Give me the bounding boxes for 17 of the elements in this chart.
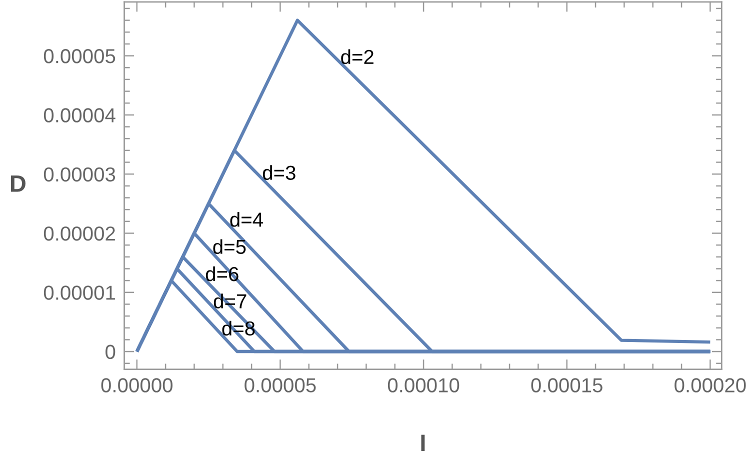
- x-tick-label: 0.00015: [531, 378, 602, 392]
- x-tick-label: 0.00005: [244, 378, 316, 392]
- y-axis-title: D: [10, 175, 26, 192]
- series-label: d=5: [213, 239, 246, 254]
- y-tick-label: 0: [106, 344, 116, 360]
- series-label: d=2: [341, 49, 374, 64]
- y-tick-label: 0.00001: [44, 286, 115, 300]
- y-tick-label: 0.00003: [44, 167, 116, 182]
- x-tick-label: 0.00010: [388, 378, 460, 392]
- x-tick-label: 0.00020: [674, 378, 746, 392]
- series-label: d=3: [262, 165, 296, 180]
- y-tick-label: 0.00005: [44, 49, 116, 64]
- x-axis-title: I: [421, 434, 425, 452]
- y-tick-label: 0.00004: [44, 108, 116, 122]
- series-label: d=4: [230, 212, 263, 227]
- x-tick-label: 0.00000: [101, 378, 172, 392]
- y-tick-label: 0.00002: [44, 226, 115, 241]
